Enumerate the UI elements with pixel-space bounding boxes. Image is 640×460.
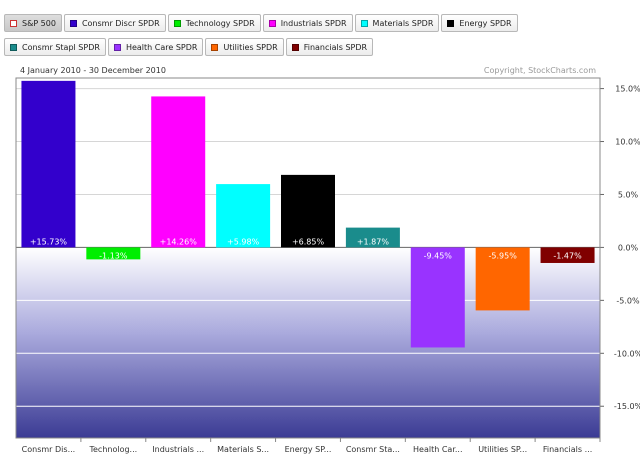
legend-button-consmr-stapl-spdr[interactable]: Consmr Stapl SPDR: [4, 38, 106, 56]
x-tick-label: Industrials ...: [152, 445, 204, 454]
x-tick-label: Technolog...: [88, 445, 137, 454]
plot-frame: [15, 77, 601, 439]
y-tick-label: 5.0%: [618, 190, 639, 199]
bar-value-label: -1.47%: [553, 251, 582, 260]
bar-value-label: +5.98%: [227, 237, 260, 246]
legend-label: Technology SPDR: [185, 18, 255, 28]
legend-button-financials-spdr[interactable]: Financials SPDR: [285, 38, 374, 56]
bar-health-car: [410, 247, 465, 348]
bar-utilities-sp: [475, 247, 530, 311]
bar-consmr-dis: [21, 80, 76, 248]
legend-swatch: [113, 43, 121, 51]
bar-value-label: -5.95%: [489, 251, 518, 260]
legend-swatch: [10, 43, 17, 51]
legend-swatch: [211, 43, 219, 51]
bar-value-label: +15.73%: [30, 237, 68, 246]
legend-button-technology-spdr[interactable]: Technology SPDR: [167, 14, 261, 32]
bar-materials-s: [216, 184, 271, 248]
legend-swatch: [173, 19, 181, 27]
legend-button-utilities-spdr[interactable]: Utilities SPDR: [205, 38, 284, 56]
x-tick-label: Financials ...: [543, 445, 592, 454]
y-tick-label: 15.0%: [615, 85, 640, 94]
legend-button-s-p-500[interactable]: S&P 500: [4, 14, 62, 32]
x-tick-label: Energy SP...: [285, 445, 332, 454]
bar-value-label: +6.85%: [292, 237, 325, 246]
legend-button-consmr-discr-spdr[interactable]: Consmr Discr SPDR: [63, 14, 166, 32]
legend-button-materials-spdr[interactable]: Materials SPDR: [354, 14, 440, 32]
bar-industrials: [151, 96, 206, 248]
legend-swatch: [69, 19, 77, 27]
legend-label: Consmr Stapl SPDR: [22, 42, 100, 52]
legend-swatch: [10, 19, 17, 27]
legend-label: Industrials SPDR: [280, 18, 347, 28]
bar-financials: [540, 247, 595, 263]
legend-row-2: Consmr Stapl SPDR Health Care SPDR Utiliti…: [4, 38, 374, 56]
legend-label: Utilities SPDR: [223, 42, 278, 52]
bar-value-label: -9.45%: [424, 251, 453, 260]
legend-label: Energy SPDR: [459, 18, 512, 28]
bar-value-label: -1.13%: [99, 251, 128, 260]
bar-consmr-sta: [345, 227, 400, 248]
bar-value-label: +14.26%: [160, 237, 198, 246]
x-tick-label: Consmr Sta...: [346, 445, 400, 454]
x-tick-label: Materials S...: [217, 445, 269, 454]
legend-row-1: S&P 500 Consmr Discr SPDR Technology SPDR I…: [4, 14, 518, 32]
date-range: 4 January 2010 - 30 December 2010: [20, 66, 166, 75]
bar-value-label: +1.87%: [357, 237, 390, 246]
legend-swatch: [268, 19, 276, 27]
x-tick-label: Utilities SP...: [478, 445, 527, 454]
legend-swatch: [447, 19, 455, 27]
legend-swatch: [291, 43, 299, 51]
legend-label: Financials SPDR: [303, 42, 368, 52]
x-tick-label: Consmr Dis...: [22, 445, 76, 454]
y-tick-label: -15.0%: [614, 402, 640, 411]
y-tick-label: 0.0%: [618, 243, 639, 252]
legend-label: Consmr Discr SPDR: [81, 18, 160, 28]
legend-button-industrials-spdr[interactable]: Industrials SPDR: [262, 14, 353, 32]
legend-label: Health Care SPDR: [125, 42, 198, 52]
y-tick-label: -10.0%: [614, 349, 640, 358]
y-tick-label: 10.0%: [615, 138, 640, 147]
legend-label: S&P 500: [22, 18, 56, 28]
legend-label: Materials SPDR: [372, 18, 434, 28]
bar-technolog: [86, 247, 141, 260]
bar-energy-sp: [281, 174, 335, 248]
copyright: Copyright, StockCharts.com: [483, 66, 596, 75]
legend-button-energy-spdr[interactable]: Energy SPDR: [441, 14, 518, 32]
legend-swatch: [360, 19, 368, 27]
legend-button-health-care-spdr[interactable]: Health Care SPDR: [107, 38, 204, 56]
y-tick-label: -5.0%: [616, 296, 640, 305]
x-tick-label: Health Car...: [413, 445, 462, 454]
